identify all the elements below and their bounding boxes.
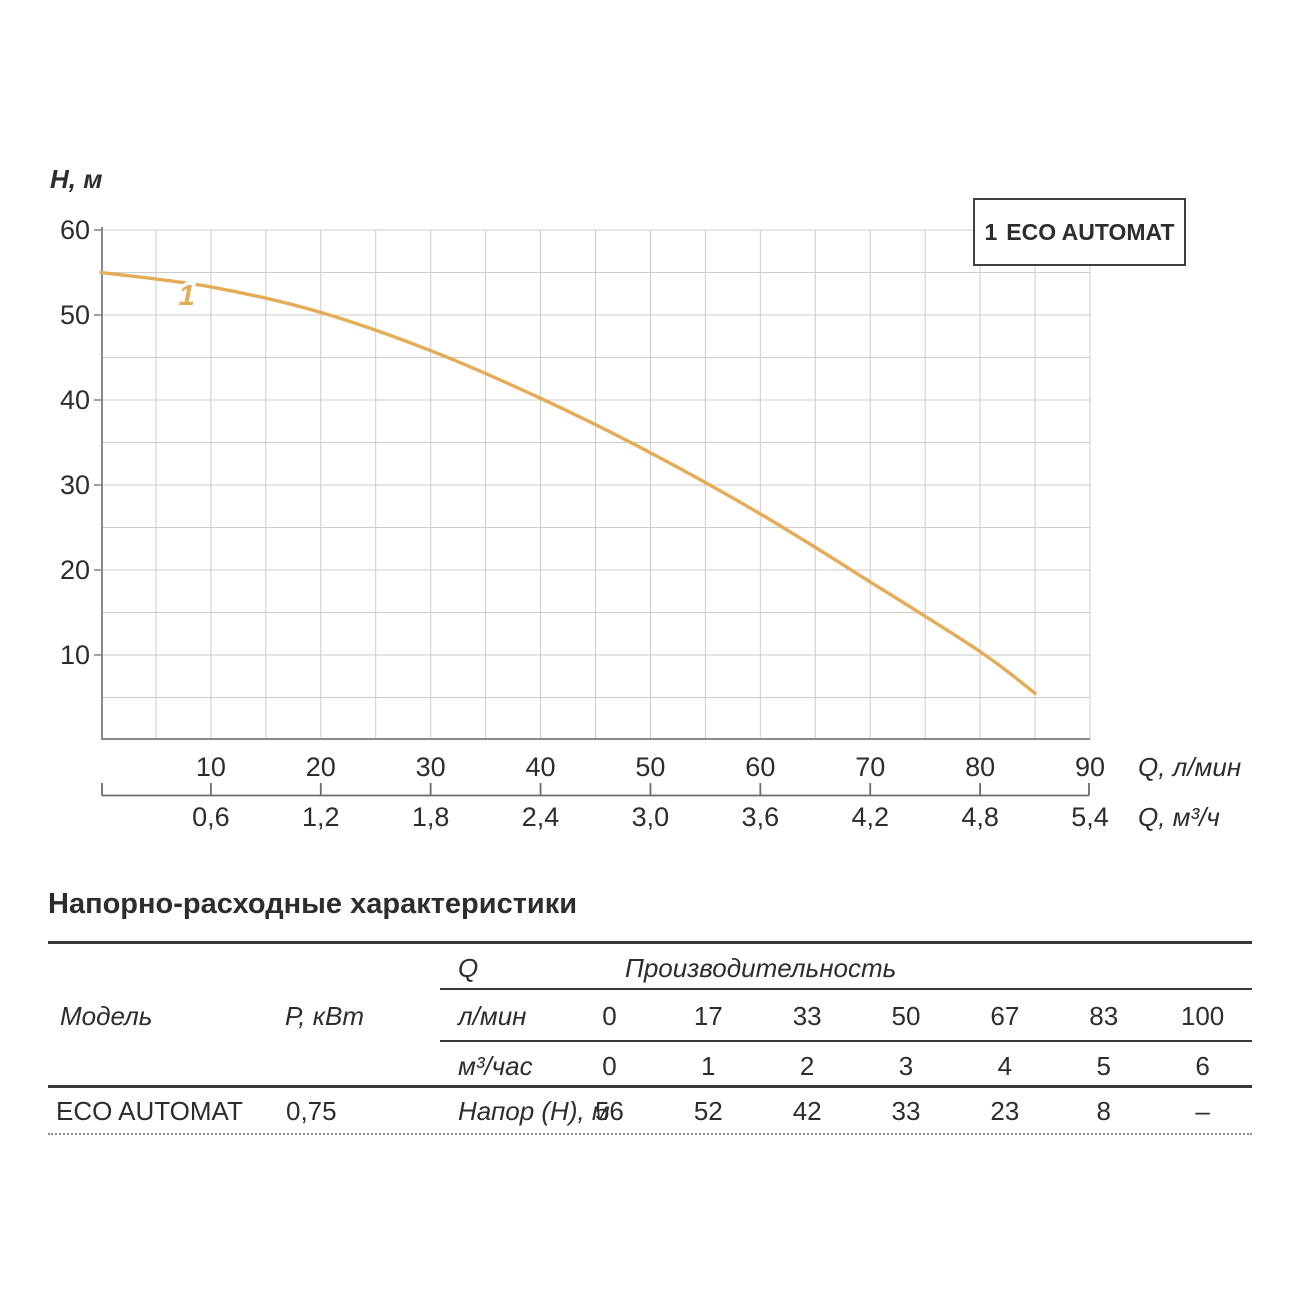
x-axis-secondary-tick-label: 4,8 (961, 802, 999, 832)
x-axis-secondary-tick-label: 2,4 (521, 802, 560, 832)
table-cell: 33 (891, 1096, 921, 1126)
x-axis-secondary-tick-label: 0,6 (192, 802, 230, 832)
row-label-lmin: л/мин (458, 1001, 527, 1031)
x-axis-primary-tick-label: 10 (195, 752, 226, 782)
x-axis-secondary-tick-label: 1,2 (301, 802, 340, 832)
table-cell: 42 (792, 1096, 822, 1126)
x-axis-primary-tick-labels: 10 20 30 40 50 60 70 80 90 (101, 750, 1105, 784)
legend: 1 ECO AUTOMAT (973, 198, 1186, 266)
table-cell: 6 (1195, 1051, 1210, 1081)
y-axis-tick-label: 20 (59, 555, 90, 585)
table-cell: 5 (1096, 1051, 1111, 1081)
secondary-axis-ruler (101, 780, 1090, 798)
col-header-power: Р, кВт (285, 1001, 365, 1031)
x-axis-secondary-unit: Q, м³/ч (1138, 802, 1220, 832)
y-axis-tick-label: 50 (59, 300, 90, 330)
header-divider-2 (440, 1040, 1252, 1042)
table-cell: 17 (693, 1001, 723, 1031)
table-cell: 50 (891, 1001, 921, 1031)
table-cell: 0 (602, 1001, 617, 1031)
m3-values-row: 0 1 2 3 4 5 6 (560, 1050, 1252, 1082)
table-cell: 8 (1096, 1096, 1111, 1126)
x-axis-secondary-tick-label: 5,4 (1071, 802, 1109, 832)
power-value: 0,75 (286, 1096, 337, 1126)
table-cell: 52 (693, 1096, 723, 1126)
y-axis-title: Н, м (50, 164, 103, 194)
table-cell: 83 (1089, 1001, 1119, 1031)
col-header-productivity: Производительность (625, 953, 897, 983)
y-axis-tick-label: 30 (59, 470, 90, 500)
table-top-border (48, 941, 1252, 944)
x-axis-primary-tick-label: 20 (305, 752, 336, 782)
table-bottom-dotted-border (48, 1133, 1252, 1135)
y-axis-tick-label: 40 (59, 385, 90, 415)
table-cell: 0 (602, 1051, 617, 1081)
curve-label: 1 (179, 280, 195, 312)
legend-series-marker: 1 (984, 218, 998, 245)
x-axis-secondary-tick-label: 3,0 (631, 802, 670, 832)
model-value: ECO AUTOMAT (56, 1096, 243, 1126)
x-axis-secondary-tick-label: 4,2 (851, 802, 889, 832)
table-cell: 100 (1180, 1001, 1225, 1031)
pump-curve-chart: 1 (94, 227, 1091, 740)
ruler-svg (101, 783, 1090, 797)
col-header-q: Q (458, 953, 479, 983)
table-cell: 23 (990, 1096, 1020, 1126)
x-axis-primary-tick-label: 70 (855, 752, 886, 782)
table-cell: – (1195, 1096, 1210, 1126)
x-axis-primary-tick-label: 50 (635, 752, 666, 782)
table-cell: 3 (898, 1051, 914, 1081)
plot-area: 1 (94, 227, 1091, 740)
row-label-head: Напор (Н), м (458, 1096, 610, 1126)
x-axis-primary-unit: Q, л/мин (1138, 752, 1242, 782)
table-cell: 2 (799, 1051, 815, 1081)
table-cell: 67 (990, 1001, 1020, 1031)
row-label-m3: м³/час (458, 1051, 533, 1081)
x-axis-primary-tick-label: 60 (745, 752, 776, 782)
head-values-row: 56 52 42 33 23 8 – (560, 1095, 1252, 1127)
x-axis-primary-tick-label: 40 (525, 752, 556, 782)
table-title: Напорно-расходные характеристики (48, 888, 578, 920)
lmin-values-row: 0 17 33 50 67 83 100 (560, 1000, 1252, 1032)
x-axis-primary-tick-label: 80 (965, 752, 996, 782)
x-axis-secondary-tick-label: 1,8 (411, 802, 450, 832)
table-cell: 56 (594, 1096, 624, 1126)
table-cell: 4 (997, 1051, 1013, 1081)
y-axis-tick-label: 60 (59, 215, 90, 245)
table-cell: 1 (701, 1051, 716, 1081)
legend-series-label: ECO AUTOMAT (1006, 218, 1175, 245)
characteristics-table: Напорно-расходные характеристики Q Произ… (48, 888, 1252, 1158)
y-axis-tick-label: 10 (59, 640, 90, 670)
x-axis-primary-tick-label: 90 (1074, 752, 1106, 782)
header-body-separator (48, 1085, 1252, 1088)
col-header-model: Модель (60, 1001, 153, 1031)
pump-curve (99, 270, 1037, 695)
header-divider-1 (440, 988, 1252, 990)
table-cell: 33 (792, 1001, 822, 1031)
x-axis-secondary-tick-label: 3,6 (741, 802, 780, 832)
x-axis-primary-tick-label: 30 (415, 752, 446, 782)
x-axis-secondary-tick-labels: 0,6 1,2 1,8 2,4 3,0 3,6 4,2 4,8 5,4 (101, 800, 1109, 834)
